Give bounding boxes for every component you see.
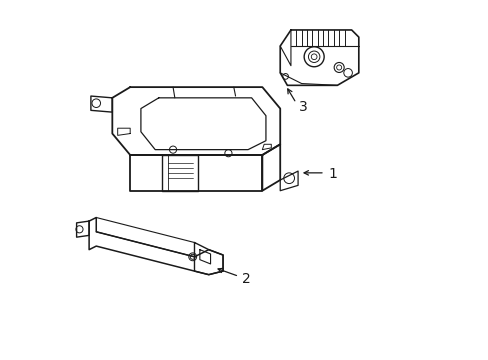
Text: 1: 1 bbox=[328, 167, 337, 181]
Text: 3: 3 bbox=[298, 100, 307, 114]
Text: 2: 2 bbox=[241, 272, 250, 286]
